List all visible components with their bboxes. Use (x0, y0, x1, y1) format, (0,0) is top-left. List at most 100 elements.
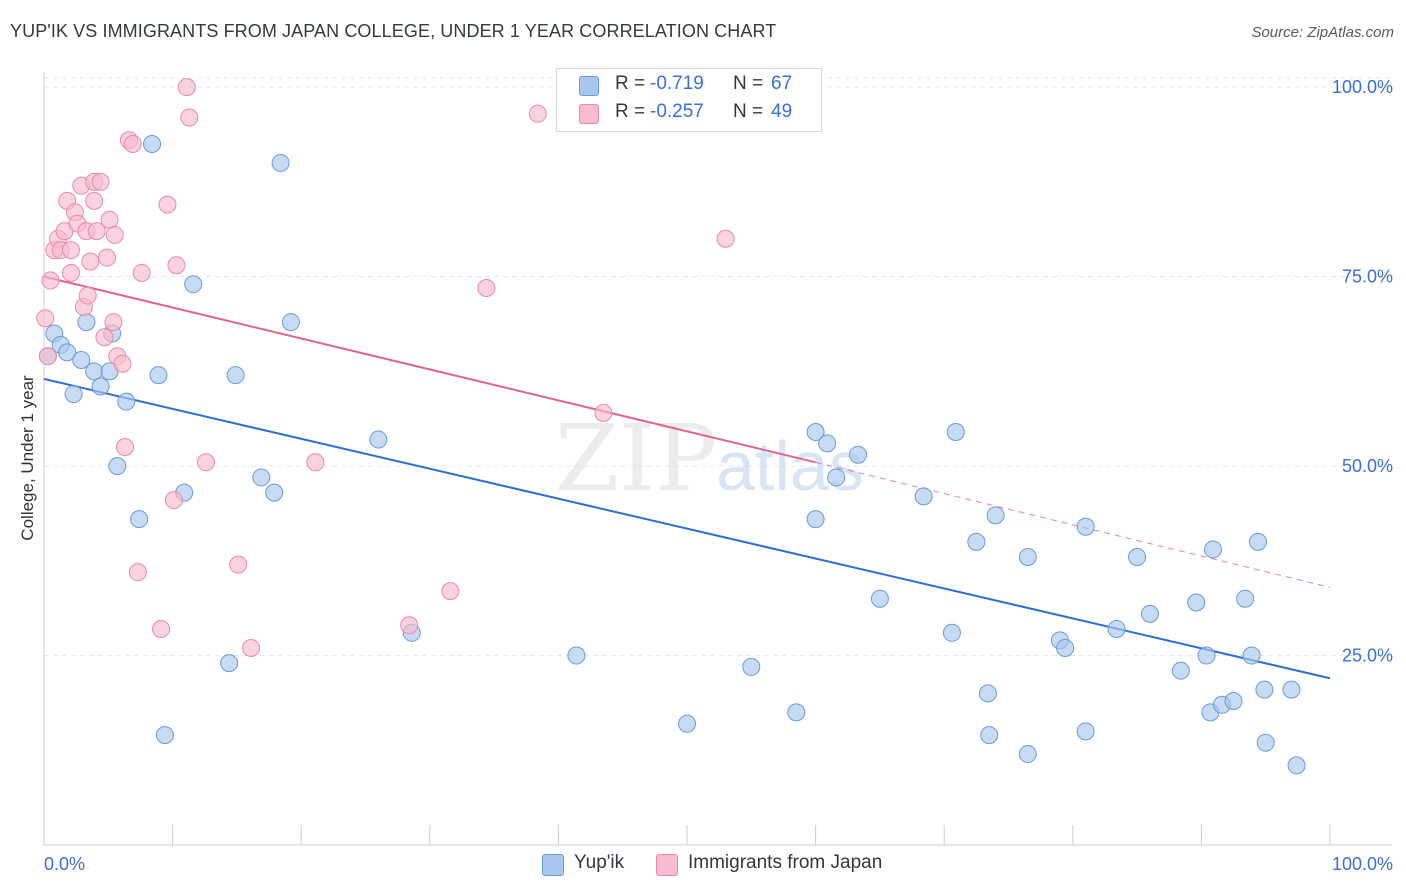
yupik-point (806, 422, 825, 441)
yupik-point (143, 134, 162, 153)
chart-title: YUP'IK VS IMMIGRANTS FROM JAPAN COLLEGE,… (10, 21, 777, 41)
r-label: R = (615, 101, 646, 122)
japan-point (85, 191, 104, 210)
japan-point (113, 354, 132, 373)
japan-point (81, 252, 100, 271)
pink-swatch-icon (656, 854, 678, 876)
n-value: 49 (771, 101, 793, 122)
japan-point (104, 313, 123, 332)
yupik-point (369, 430, 388, 449)
yupik-point (1128, 548, 1147, 567)
y-tick-label: 50.0% (1342, 456, 1393, 476)
yupik-point (58, 343, 77, 362)
n-label: N = (733, 73, 764, 94)
japan-point (400, 616, 419, 635)
japan-point (594, 404, 613, 423)
yupik-point (1242, 646, 1261, 665)
yupik-point (271, 153, 290, 172)
yupik-point (942, 623, 961, 642)
x-tick-label-min: 0.0% (44, 854, 85, 874)
watermark: ZIP atlas (555, 405, 864, 512)
japan-point (41, 271, 60, 290)
yupik-point (1076, 517, 1095, 536)
yupik-point (1224, 692, 1243, 711)
y-tick-label: 75.0% (1342, 267, 1393, 287)
blue-swatch-icon (542, 854, 564, 876)
yupik-point (567, 646, 586, 665)
japan-point (62, 263, 81, 282)
yupik-point (1171, 661, 1190, 680)
japan-point (197, 453, 216, 472)
series-legend: Yup'ik Immigrants from Japan (0, 852, 1406, 878)
yupik-point (818, 434, 837, 453)
yupik-point (914, 487, 933, 506)
yupik-point (220, 654, 239, 673)
blue-swatch-icon (579, 76, 599, 96)
yupik-point (1076, 722, 1095, 741)
japan-point (164, 491, 183, 510)
yupik-point (978, 684, 997, 703)
japan-point (167, 256, 186, 275)
japan-point (229, 555, 248, 574)
yupik-point (1018, 548, 1037, 567)
yupik-point (967, 532, 986, 551)
yupik-point (281, 313, 300, 332)
yupik-point (678, 714, 696, 733)
japan-point (78, 286, 97, 305)
japan-point (477, 278, 496, 297)
japan-point (132, 263, 151, 282)
y-tick-label: 100.0% (1332, 77, 1393, 97)
yupik-point (117, 392, 136, 411)
yupik-point (1203, 540, 1222, 559)
x-tick-label-max: 100.0% (1332, 854, 1393, 874)
tick-label-layer: 25.0% 50.0% 75.0% 100.0% 0.0% 100.0% (44, 77, 1393, 874)
grid-layer (44, 77, 1392, 657)
japan-point (528, 104, 547, 123)
yupik-point (980, 726, 999, 745)
yupik-point (155, 726, 174, 745)
yupik-point (946, 422, 965, 441)
r-value: -0.257 (650, 101, 704, 122)
yupik-point (1282, 680, 1301, 699)
yupik-point (870, 589, 889, 608)
japan-trend-line (43, 275, 816, 464)
japan-point (95, 328, 114, 347)
japan-point (158, 195, 177, 214)
japan-point (98, 248, 117, 267)
yupik-point (849, 445, 868, 464)
yupik-point (1056, 638, 1075, 657)
japan-point (36, 309, 55, 328)
r-label: R = (615, 73, 646, 94)
yupik-point (1187, 593, 1206, 612)
legend-label: Yup'ik (574, 852, 625, 873)
japan-point (716, 229, 735, 248)
correlation-legend: R = -0.719 N = 67 R = -0.257 N = 49 (556, 68, 822, 132)
yupik-point (184, 275, 203, 294)
axis-layer (43, 72, 1392, 846)
yupik-point (986, 506, 1005, 525)
japan-point (242, 638, 261, 657)
yupik-point (1107, 620, 1126, 639)
n-label: N = (733, 101, 764, 122)
japan-point (177, 78, 196, 97)
yupik-point (252, 468, 271, 487)
japan-point (91, 172, 110, 191)
n-value: 67 (771, 73, 793, 94)
yupik-point (1018, 745, 1037, 764)
yupik-point (130, 510, 149, 529)
yupik-point (1255, 680, 1274, 699)
japan-trend-extension (815, 461, 1331, 588)
watermark-atlas: atlas (716, 427, 864, 505)
yupik-point (827, 468, 846, 487)
japan-point (38, 347, 57, 366)
japan-point (441, 582, 460, 601)
japan-point (306, 453, 325, 472)
japan-point (116, 438, 135, 457)
yupik-point (1256, 733, 1275, 752)
yupik-point (64, 385, 83, 404)
pink-swatch-icon (579, 104, 599, 124)
yupik-point (265, 483, 284, 502)
japan-point (100, 210, 119, 229)
japan-point (152, 620, 171, 639)
